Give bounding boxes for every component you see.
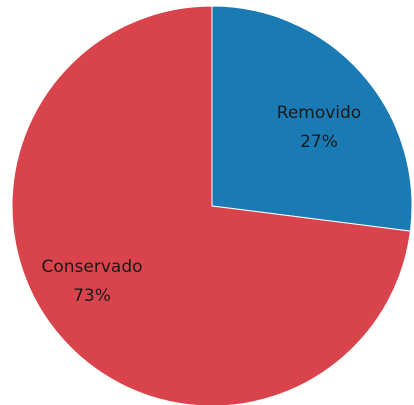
slice-value-conservado: 73% (73, 286, 111, 306)
pie-labels: Removido 27% Conservado 73% (41, 103, 361, 306)
slice-value-removido: 27% (300, 132, 338, 152)
pie-slices (11, 5, 413, 405)
pie-slice-removido (211, 5, 413, 232)
pie-slice-conservado (11, 5, 411, 405)
slice-label-removido: Removido (277, 103, 361, 123)
slice-label-conservado: Conservado (41, 257, 142, 277)
